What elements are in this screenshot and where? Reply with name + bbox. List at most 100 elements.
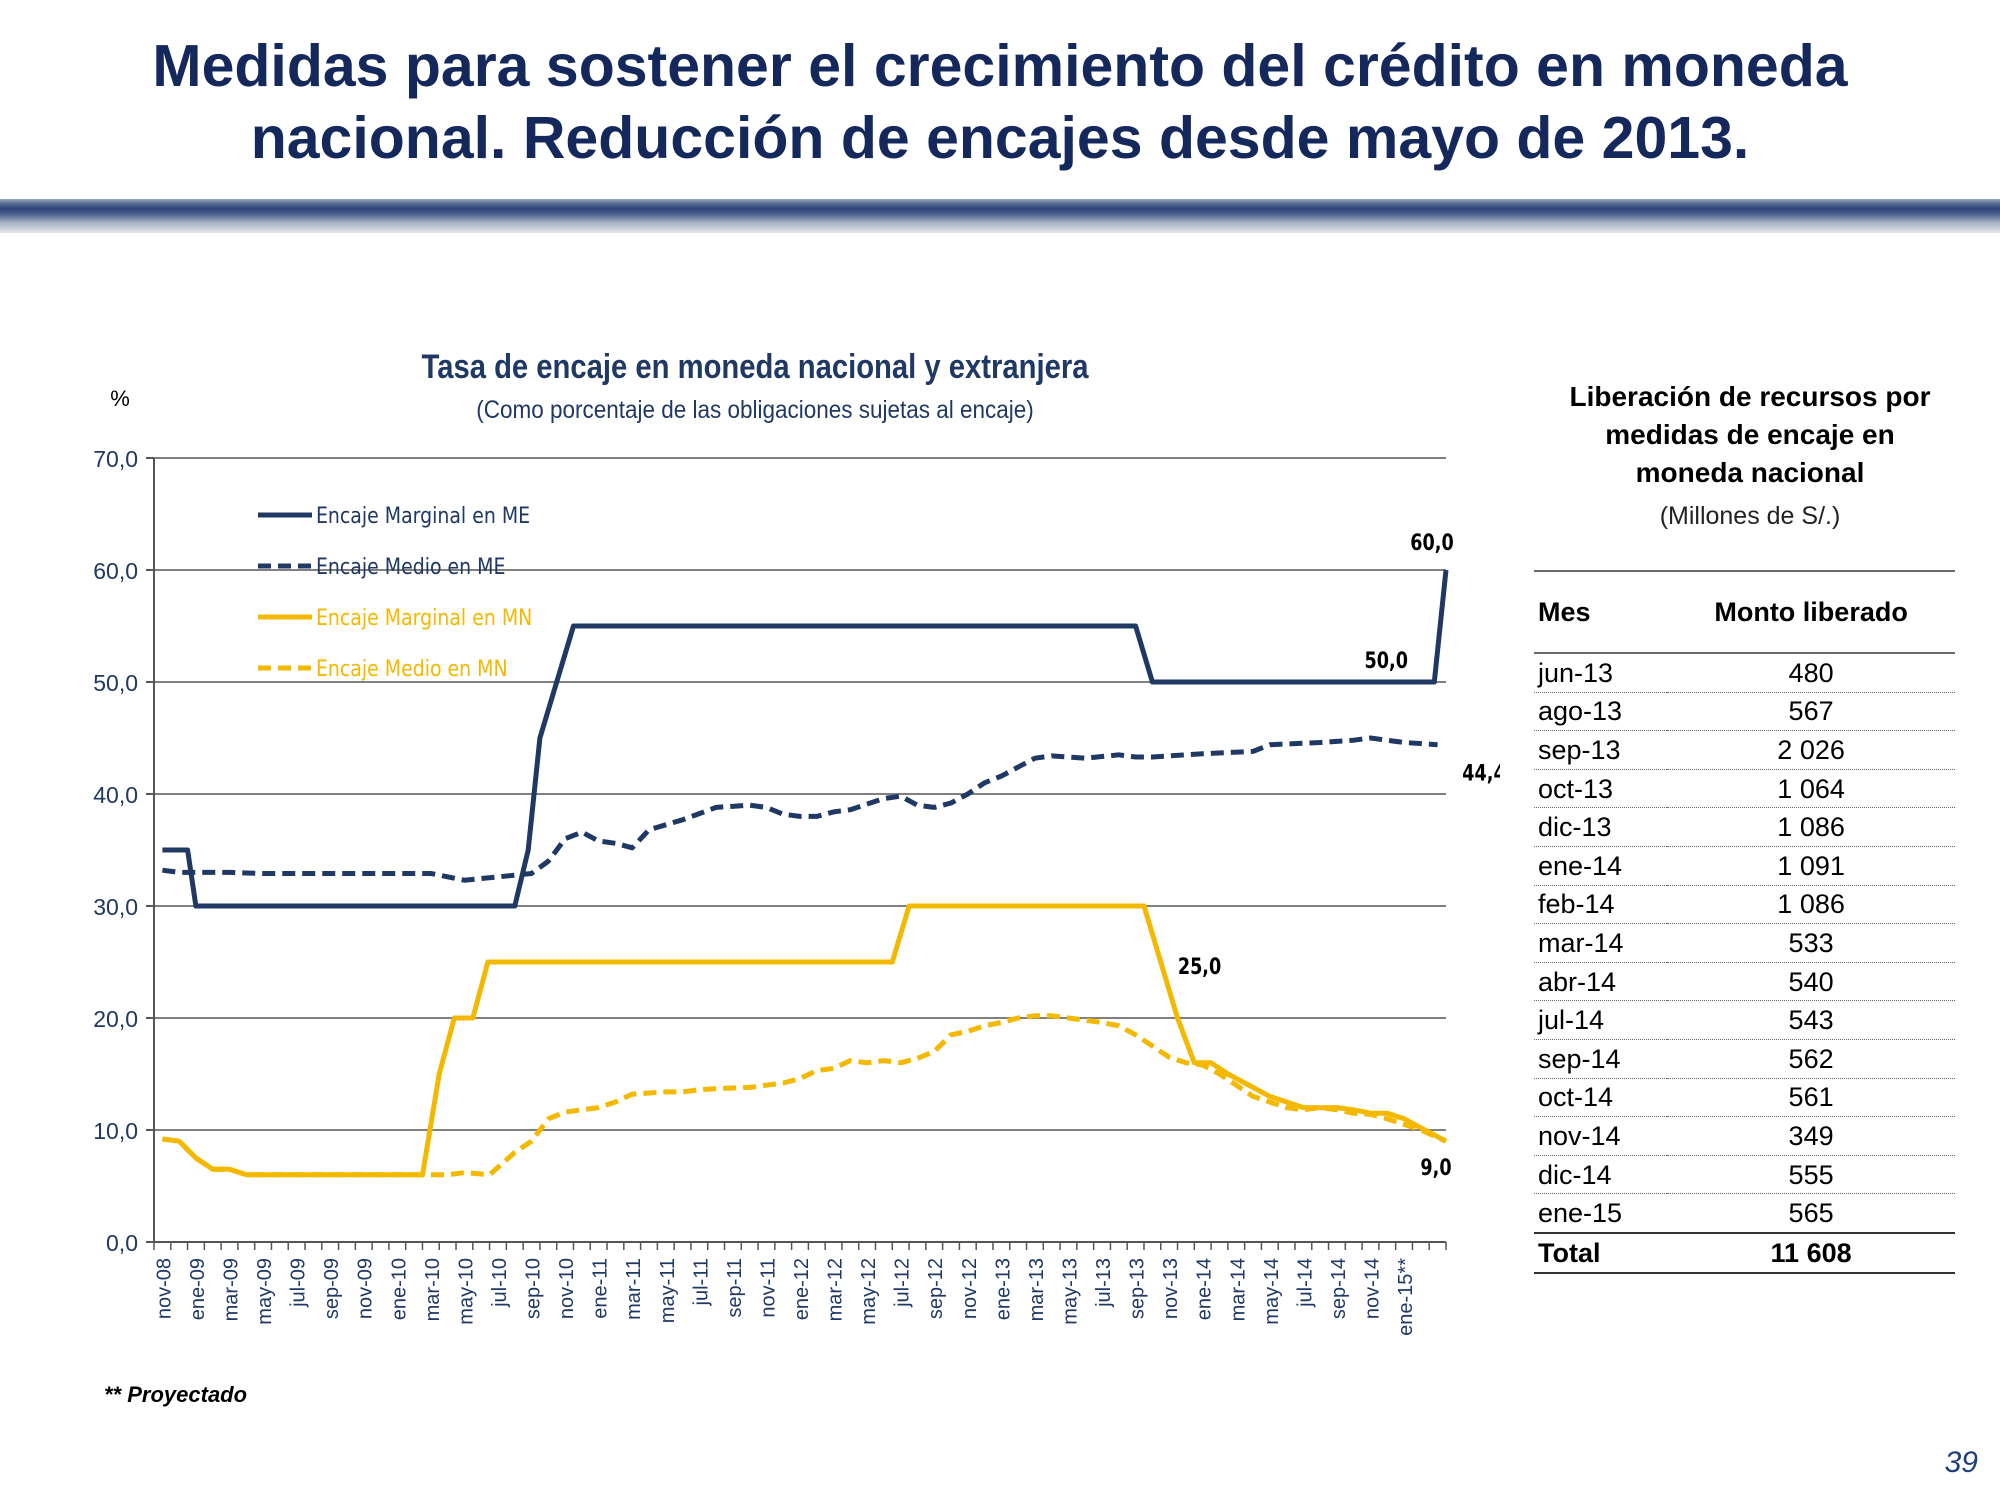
table-header-row: Mes Monto liberado (1534, 570, 1955, 654)
legend-label: Encaje Medio en MN (316, 656, 508, 682)
footnote: ** Proyectado (104, 1382, 248, 1407)
data-label: 60,0 (1410, 530, 1453, 555)
cell-monto: 561 (1667, 1078, 1955, 1118)
table-row: ene-15 565 (1534, 1193, 1955, 1234)
table-title-line: Liberación de recursos por (1569, 381, 1931, 412)
cell-mes: feb-14 (1534, 885, 1668, 925)
data-label: 25,0 (1178, 954, 1221, 979)
release-table: Mes Monto liberado jun-13 480 ago-13 567 sep… (1534, 570, 1955, 1274)
x-tick-label: sep-09 (321, 1258, 343, 1319)
cell-monto: 562 (1667, 1039, 1955, 1079)
x-tick-label: ene-11 (590, 1258, 612, 1319)
x-tick-label: jul-12 (892, 1258, 914, 1308)
cell-mes: oct-13 (1534, 769, 1668, 809)
series-line-2 (162, 735, 1438, 883)
x-tick-label: nov-08 (153, 1258, 175, 1319)
x-tick-label: mar-11 (623, 1258, 645, 1320)
table-row: ago-13 567 (1534, 692, 1955, 732)
cell-monto: 349 (1667, 1116, 1955, 1156)
table-row: jul-14 543 (1534, 1000, 1955, 1040)
axes (146, 457, 1447, 1250)
cell-monto: 543 (1667, 1000, 1955, 1040)
cell-monto: 555 (1667, 1155, 1955, 1195)
cell-mes: ene-14 (1534, 846, 1668, 886)
y-tick-labels: 0,0 10,0 20,0 30,0 40,0 50,0 60,0 70,0 (93, 446, 138, 1256)
table-total-row: Total 11 608 (1534, 1231, 1955, 1274)
x-tick-label: mar-13 (1026, 1258, 1048, 1321)
cell-monto: 567 (1667, 692, 1955, 732)
table-row: jun-13 480 (1534, 653, 1955, 693)
table-row: sep-14 562 (1534, 1039, 1955, 1079)
cell-monto: 565 (1667, 1193, 1955, 1234)
x-tick-label: ene-13 (992, 1258, 1014, 1320)
y-tick-label: 60,0 (93, 558, 138, 584)
x-tick-label: nov-12 (959, 1258, 981, 1319)
y-tick-label: 0,0 (106, 1230, 138, 1256)
header-monto: Monto liberado (1667, 570, 1955, 654)
cell-mes: sep-14 (1534, 1039, 1668, 1079)
y-tick-label: 70,0 (93, 446, 138, 472)
chart-legend: Encaje Marginal en ME Encaje Medio en ME E… (258, 503, 532, 682)
y-tick-label: 40,0 (93, 782, 138, 808)
legend-label: Encaje Marginal en ME (316, 503, 530, 529)
table-title-line: moneda nacional (1635, 457, 1865, 488)
y-tick-label: 20,0 (93, 1006, 138, 1032)
x-tick-labels: nov-08 ene-09 mar-09 may-09 jul-09 sep-09 nov-… (153, 1258, 1417, 1336)
table-subtitle: (Millones de S/.) (1659, 502, 1841, 530)
total-label: Total (1534, 1231, 1668, 1274)
table-row: feb-14 1 086 (1534, 885, 1955, 925)
x-tick-label: jul-09 (288, 1258, 310, 1308)
x-tick-label: sep-14 (1328, 1258, 1350, 1319)
y-tick-label: 50,0 (93, 670, 138, 696)
y-tick-label: 30,0 (93, 894, 138, 920)
reserve-rate-chart: Tasa de encaje en moneda nacional y extr… (93, 347, 1500, 1336)
data-labels: 60,0 50,0 44,4 25,0 9,0 (1178, 530, 1500, 1181)
table-row: ene-14 1 091 (1534, 846, 1955, 886)
slide-title: Medidas para sostener el crecimiento del… (152, 33, 1848, 171)
x-tick-label: mar-09 (221, 1258, 243, 1321)
cell-mes: ene-15 (1534, 1193, 1668, 1234)
data-label: 9,0 (1420, 1155, 1451, 1180)
cell-mes: jun-13 (1534, 653, 1668, 693)
cell-mes: mar-14 (1534, 923, 1668, 963)
cell-monto: 1 064 (1667, 769, 1955, 809)
x-tick-label: ene-14 (1194, 1258, 1216, 1320)
x-tick-label: mar-10 (422, 1258, 444, 1321)
series-lines (162, 569, 1449, 1178)
cell-monto: 540 (1667, 962, 1955, 1002)
cell-monto: 1 086 (1667, 807, 1955, 847)
x-tick-label: may-09 (254, 1258, 276, 1325)
table-row: nov-14 349 (1534, 1116, 1955, 1156)
page-number: 39 (1944, 1446, 1978, 1479)
x-tick-label: sep-11 (724, 1258, 746, 1318)
cell-mes: abr-14 (1534, 962, 1668, 1002)
x-tick-label: ene-15** (1395, 1258, 1417, 1336)
x-tick-label: mar-14 (1227, 1258, 1249, 1321)
x-tick-label: sep-13 (1127, 1258, 1149, 1319)
x-tick-label: nov-09 (355, 1258, 377, 1319)
x-tick-label: jul-11 (690, 1258, 712, 1306)
legend-label: Encaje Marginal en MN (316, 605, 532, 631)
series-line-4 (162, 1013, 1448, 1178)
data-label: 50,0 (1365, 648, 1408, 673)
x-tick-label: may-13 (1059, 1258, 1081, 1325)
x-tick-label: may-14 (1261, 1258, 1283, 1325)
table-row: dic-14 555 (1534, 1155, 1955, 1195)
x-tick-label: nov-10 (556, 1258, 578, 1319)
header-mes: Mes (1534, 570, 1668, 654)
x-tick-label: ene-12 (791, 1258, 813, 1320)
cell-mes: sep-13 (1534, 730, 1668, 770)
table-row: dic-13 1 086 (1534, 807, 1955, 847)
cell-mes: ago-13 (1534, 692, 1668, 732)
legend-label: Encaje Medio en ME (316, 554, 505, 580)
x-tick-label: jul-13 (1093, 1258, 1115, 1308)
table-row: oct-14 561 (1534, 1078, 1955, 1118)
x-tick-label: nov-11 (757, 1258, 779, 1318)
x-tick-label: may-10 (455, 1258, 477, 1325)
chart-title: Tasa de encaje en moneda nacional y extr… (422, 347, 1089, 386)
series-line-1 (162, 569, 1449, 909)
table-title-line: medidas de encaje en (1605, 419, 1895, 450)
total-value: 11 608 (1667, 1231, 1955, 1274)
cell-monto: 480 (1667, 653, 1955, 693)
x-tick-label: jul-10 (489, 1258, 511, 1308)
